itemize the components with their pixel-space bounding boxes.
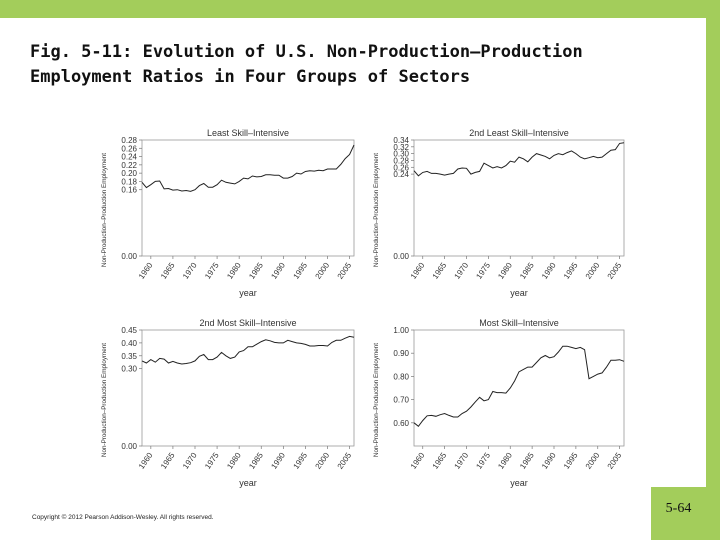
x-tick-label: 1995: [291, 261, 309, 281]
chart-title: 2nd Most Skill–Intensive: [199, 318, 296, 328]
x-tick-label: 1990: [269, 261, 287, 281]
x-tick-label: 1960: [137, 261, 155, 281]
top-accent-bar: [0, 0, 720, 18]
x-tick-label: 1985: [247, 261, 265, 281]
x-tick-label: 1975: [203, 261, 221, 281]
chart-panel-3: 2nd Most Skill–Intensive 0.00 0.30 0.35 0.40…: [101, 318, 355, 488]
y-tick-label: 1.00: [393, 326, 409, 335]
chart-title: 2nd Least Skill–Intensive: [469, 128, 569, 138]
y-tick-label: 0.35: [121, 352, 137, 361]
y-axis-label: Non-Production–Production Employment: [373, 343, 380, 457]
chart-panel-1: Least Skill–Intensive0.000.160.180.200.2…: [101, 128, 355, 298]
y-tick-label: 0.24: [121, 153, 137, 162]
series-line: [141, 144, 355, 192]
series-line: [413, 142, 625, 177]
series-line: [141, 335, 355, 365]
x-tick-label: 1985: [518, 451, 536, 471]
y-tick-label: 0.20: [121, 169, 137, 178]
y-tick-label: 0.60: [393, 419, 409, 428]
plot-frame: [141, 139, 355, 257]
plot-frame: [413, 139, 625, 257]
y-axis-label: Non-Production–Production Employment: [101, 343, 108, 457]
x-axis-label: year: [239, 478, 257, 488]
x-tick-label: 1960: [137, 451, 155, 471]
y-tick-label: 0.45: [121, 326, 137, 335]
y-tick-label: 0.26: [393, 163, 409, 172]
copyright-notice: Copyright © 2012 Pearson Addison-Wesley.…: [32, 514, 214, 521]
y-tick-label: 0.80: [393, 372, 409, 381]
x-tick-label: 2005: [336, 261, 354, 281]
series-line: [413, 345, 625, 428]
x-tick-label: 1965: [159, 261, 177, 281]
x-tick-label: 1965: [431, 261, 449, 281]
y-tick-label: 0.70: [393, 396, 409, 405]
x-tick-label: 1960: [409, 261, 427, 281]
y-tick-label: 0.26: [121, 144, 137, 153]
plot-frame: [413, 329, 625, 447]
x-axis-label: year: [510, 478, 528, 488]
chart-panel-4: Most Skill–Intensive 0.60 0.70 0.80 0.90 1.00…: [373, 318, 625, 488]
x-tick-label: 1970: [181, 261, 199, 281]
x-tick-label: 2005: [606, 451, 624, 471]
x-tick-label: 1990: [269, 451, 287, 471]
y-tick-label: 0.16: [121, 186, 137, 195]
x-tick-label: 1975: [203, 451, 221, 471]
x-axis-label: year: [239, 288, 257, 298]
x-tick-label: 1975: [474, 451, 492, 471]
y-axis-label: Non-Production–Production Employment: [101, 153, 108, 267]
y-tick-label: 0.24: [393, 170, 409, 179]
x-tick-label: 1970: [453, 451, 471, 471]
x-tick-label: 1970: [181, 451, 199, 471]
chart-title: Most Skill–Intensive: [479, 318, 559, 328]
x-tick-label: 1995: [562, 451, 580, 471]
x-tick-label: 1990: [540, 451, 558, 471]
x-tick-label: 1985: [518, 261, 536, 281]
x-tick-label: 1965: [159, 451, 177, 471]
x-tick-label: 1960: [409, 451, 427, 471]
chart-title: Least Skill–Intensive: [207, 128, 289, 138]
x-tick-label: 1970: [453, 261, 471, 281]
x-tick-label: 1975: [474, 261, 492, 281]
y-tick-label: 0.28: [121, 136, 137, 145]
x-tick-label: 1995: [562, 261, 580, 281]
x-tick-label: 2005: [336, 451, 354, 471]
y-tick-label: 0.28: [393, 156, 409, 165]
x-tick-label: 2000: [314, 261, 332, 281]
x-tick-label: 1980: [496, 451, 514, 471]
y-axis-label: Non-Production–Production Employment: [373, 153, 380, 267]
y-tick-label: 0.18: [121, 177, 137, 186]
right-accent-bar: [706, 0, 720, 540]
y-tick-label: 0.22: [121, 161, 137, 170]
x-tick-label: 1980: [496, 261, 514, 281]
slide-number: 5-64: [665, 501, 692, 516]
x-tick-label: 2005: [606, 261, 624, 281]
x-tick-label: 1980: [225, 451, 243, 471]
x-tick-label: 1990: [540, 261, 558, 281]
x-tick-label: 2000: [314, 451, 332, 471]
x-tick-label: 2000: [584, 451, 602, 471]
y-tick-label: 0.30: [121, 365, 137, 374]
x-tick-label: 2000: [584, 261, 602, 281]
y-tick-label: 0.32: [393, 143, 409, 152]
x-tick-label: 1995: [291, 451, 309, 471]
x-axis-label: year: [510, 288, 528, 298]
slide-number-box: 5-64: [651, 487, 706, 540]
chart-panel-2: 2nd Least Skill–Intensive 0.00 0.240.260.2…: [373, 128, 625, 298]
x-tick-label: 1980: [225, 261, 243, 281]
slide-title: Fig. 5-11: Evolution of U.S. Non-Product…: [30, 42, 583, 87]
y-tick-label: 0.34: [393, 136, 409, 145]
y-tick-label: 0.00: [393, 252, 409, 261]
plot-frame: [141, 329, 355, 447]
y-tick-label: 0.00: [121, 252, 137, 261]
y-tick-label: 0.00: [121, 442, 137, 451]
x-tick-label: 1965: [431, 451, 449, 471]
y-tick-label: 0.30: [393, 150, 409, 159]
y-tick-label: 0.90: [393, 349, 409, 358]
y-tick-label: 0.40: [121, 339, 137, 348]
x-tick-label: 1985: [247, 451, 265, 471]
